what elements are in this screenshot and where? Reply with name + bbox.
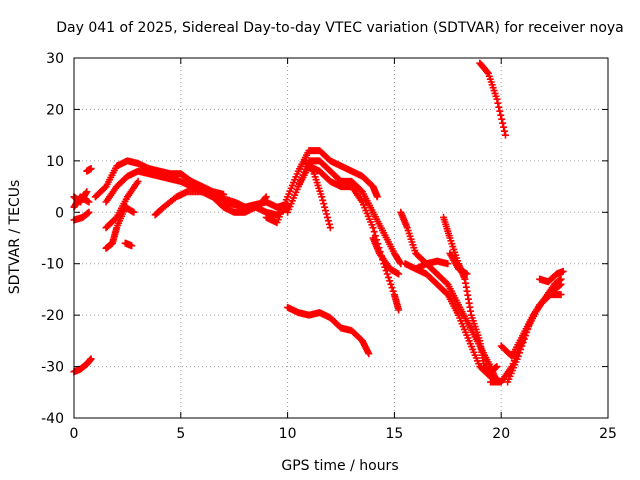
series-arc19 — [369, 234, 403, 278]
y-tick-label: -30 — [41, 360, 64, 376]
x-tick-label: 0 — [70, 426, 79, 442]
series-arc22 — [401, 257, 452, 273]
data-point — [517, 345, 525, 353]
y-tick-label: 0 — [55, 205, 64, 221]
data-point — [85, 208, 93, 216]
data-point — [321, 203, 329, 211]
data-point — [369, 224, 377, 232]
series-arc23 — [440, 213, 501, 376]
data-point — [395, 306, 403, 314]
data-point — [324, 217, 332, 225]
x-axis-label: GPS time / hours — [281, 458, 398, 474]
data-point — [370, 228, 378, 236]
data-point — [559, 267, 567, 275]
axis-ticks: 0 5 10 15 20 25 -40 -30 -20 -10 0 10 20 30 — [41, 51, 617, 442]
data-point — [498, 115, 506, 123]
data-point — [320, 200, 328, 208]
data-point — [130, 208, 138, 216]
data-point — [444, 260, 452, 268]
data-point — [383, 270, 391, 278]
data-point — [87, 165, 95, 173]
y-axis-label: SDTVAR / TECUs — [7, 180, 23, 295]
series-arc10 — [102, 177, 142, 232]
data-point — [373, 193, 381, 201]
data-point — [483, 68, 491, 76]
data-points — [70, 59, 567, 386]
x-tick-label: 5 — [176, 426, 185, 442]
data-point — [395, 270, 403, 278]
data-point — [500, 123, 508, 131]
data-point — [318, 193, 326, 201]
x-tick-label: 15 — [385, 426, 403, 442]
data-point — [495, 103, 503, 111]
data-point — [134, 177, 142, 185]
x-tick-label: 25 — [599, 426, 617, 442]
data-point — [496, 107, 504, 115]
chart-title: Day 041 of 2025, Sidereal Day-to-day VTE… — [56, 20, 624, 36]
data-point — [83, 188, 91, 196]
series-arc1 — [70, 355, 95, 376]
data-point — [497, 111, 505, 119]
data-point — [87, 355, 95, 363]
data-point — [322, 207, 330, 215]
x-tick-label: 20 — [492, 426, 510, 442]
data-point — [308, 166, 316, 174]
data-point — [389, 287, 397, 295]
data-point — [499, 119, 507, 127]
series-arc24 — [446, 249, 471, 278]
data-point — [557, 291, 565, 299]
data-point — [524, 325, 532, 333]
data-point — [388, 284, 396, 292]
data-point — [463, 270, 471, 278]
y-tick-label: -10 — [41, 257, 64, 273]
series-arc14 — [262, 147, 381, 227]
series-arc7 — [121, 239, 136, 250]
y-tick-label: -20 — [41, 308, 64, 324]
data-point — [85, 198, 93, 206]
series-arc29 — [536, 267, 567, 286]
y-tick-label: 20 — [46, 102, 64, 118]
data-point — [557, 280, 565, 288]
series-arc25 — [476, 59, 509, 139]
data-point — [518, 342, 526, 350]
data-point — [501, 127, 509, 135]
data-point — [386, 277, 394, 285]
data-point — [521, 332, 529, 340]
data-point — [323, 213, 331, 221]
data-point — [387, 280, 395, 288]
series-arc18 — [284, 303, 373, 358]
data-point — [493, 95, 501, 103]
data-point — [323, 210, 331, 218]
y-tick-label: 30 — [46, 51, 64, 67]
data-point — [128, 242, 136, 250]
data-point — [326, 224, 334, 232]
series-arc28 — [504, 291, 565, 386]
x-tick-label: 10 — [279, 426, 297, 442]
data-point — [520, 335, 528, 343]
data-point — [515, 349, 523, 357]
plot-frame — [73, 57, 609, 419]
data-point — [523, 328, 531, 336]
series-arc4 — [70, 208, 93, 224]
data-point — [384, 273, 392, 281]
y-tick-label: -40 — [41, 411, 64, 427]
data-point — [493, 363, 501, 371]
data-point — [501, 131, 509, 139]
data-point — [519, 339, 527, 347]
data-point — [325, 220, 333, 228]
data-point — [514, 352, 522, 360]
y-tick-label: 10 — [46, 154, 64, 170]
series-arc17 — [301, 157, 334, 232]
data-point — [319, 196, 327, 204]
data-point — [365, 350, 373, 358]
series-arc5 — [83, 165, 95, 175]
data-point — [494, 99, 502, 107]
